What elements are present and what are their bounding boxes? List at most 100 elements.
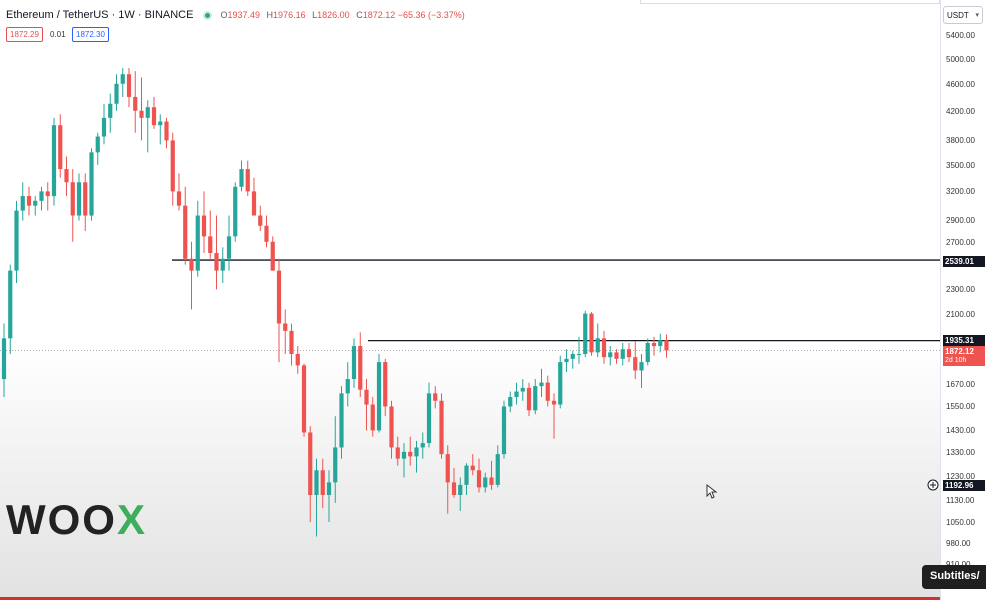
candle bbox=[458, 477, 463, 511]
candle-body bbox=[58, 125, 63, 170]
crosshair-price-badge: 1192.96 bbox=[943, 480, 985, 491]
candle bbox=[533, 379, 538, 415]
buy-price-button[interactable]: 1872.30 bbox=[72, 27, 109, 42]
candle-body bbox=[101, 117, 107, 137]
candle-body bbox=[620, 349, 625, 359]
last-price-value: 1872.12 bbox=[945, 347, 974, 356]
candle bbox=[339, 386, 344, 459]
candle bbox=[526, 382, 532, 417]
candle-body bbox=[20, 196, 25, 211]
candle-body bbox=[64, 169, 69, 183]
candle bbox=[1, 323, 7, 398]
candle bbox=[414, 440, 419, 473]
candle-body bbox=[326, 482, 332, 496]
candle bbox=[151, 96, 157, 129]
woox-logo: WOOX bbox=[6, 496, 147, 544]
axis-tick: 2700.00 bbox=[946, 238, 975, 247]
price-axis[interactable]: USDT ▾ 5400.00 5000.00 4600.00 4200.00 3… bbox=[940, 0, 986, 600]
candle bbox=[64, 156, 69, 197]
candle bbox=[464, 463, 469, 496]
candle-body bbox=[345, 379, 350, 394]
candle-body bbox=[633, 357, 638, 371]
sell-price-button[interactable]: 1872.29 bbox=[6, 27, 43, 42]
ohlc-close-label: C bbox=[356, 10, 363, 20]
candle bbox=[14, 200, 19, 283]
candle-body bbox=[508, 397, 513, 407]
candle bbox=[389, 400, 394, 459]
candle bbox=[83, 173, 88, 232]
candle-body bbox=[120, 74, 125, 84]
candle bbox=[564, 349, 569, 373]
candle bbox=[95, 132, 100, 165]
candle bbox=[289, 323, 294, 366]
candle bbox=[126, 68, 132, 108]
candle-body bbox=[639, 362, 644, 371]
candle bbox=[51, 117, 57, 206]
candle bbox=[451, 467, 457, 498]
subtitles-button[interactable]: Subtitles/ bbox=[922, 565, 986, 589]
candle bbox=[276, 258, 282, 363]
candle-body bbox=[551, 400, 557, 405]
axis-tick: 2100.00 bbox=[946, 310, 975, 319]
mouse-cursor-icon bbox=[706, 484, 718, 499]
candle bbox=[226, 215, 232, 271]
candle-body bbox=[133, 96, 138, 111]
candle-body bbox=[264, 225, 269, 242]
candle bbox=[26, 186, 32, 216]
chart-pane[interactable]: Ethereum / TetherUS · 1W · BINANCE O1937… bbox=[0, 0, 940, 600]
candle-body bbox=[351, 346, 357, 380]
candle bbox=[651, 336, 657, 356]
ohlc-values: O1937.49 H1976.16 L1826.00 C1872.12 −65.… bbox=[220, 10, 468, 20]
candle bbox=[589, 312, 594, 356]
candle-body bbox=[51, 125, 57, 197]
currency-select[interactable]: USDT ▾ bbox=[943, 6, 983, 24]
candle bbox=[408, 436, 413, 466]
candle-body bbox=[533, 386, 538, 411]
video-progress-bar[interactable] bbox=[0, 597, 940, 600]
candle bbox=[301, 363, 307, 437]
symbol-title[interactable]: Ethereum / TetherUS · 1W · BINANCE bbox=[6, 9, 194, 21]
candle bbox=[595, 323, 600, 358]
candle bbox=[614, 349, 619, 364]
candle-body bbox=[26, 196, 32, 206]
axis-tick: 4200.00 bbox=[946, 107, 975, 116]
candle bbox=[89, 148, 94, 221]
candle-body bbox=[651, 342, 657, 347]
ohlc-high-label: H bbox=[266, 10, 274, 20]
candle-body bbox=[539, 382, 544, 387]
candle bbox=[608, 346, 613, 366]
candle bbox=[283, 309, 288, 354]
candle bbox=[270, 236, 275, 271]
candle-body bbox=[126, 74, 132, 97]
candle-body bbox=[576, 353, 582, 355]
candle-body bbox=[545, 382, 550, 401]
candle-body bbox=[501, 406, 507, 455]
candlestick-chart[interactable] bbox=[0, 0, 940, 600]
candle bbox=[639, 353, 644, 388]
axis-tick: 5000.00 bbox=[946, 55, 975, 64]
axis-tick: 1550.00 bbox=[946, 402, 975, 411]
candle-body bbox=[358, 346, 363, 390]
ohlc-close: 1872.12 −65.36 (−3.37%) bbox=[362, 10, 465, 20]
plus-circle-icon[interactable] bbox=[927, 479, 939, 491]
candle-body bbox=[658, 340, 663, 347]
candle bbox=[401, 443, 407, 478]
axis-tick: 3200.00 bbox=[946, 187, 975, 196]
candle bbox=[514, 382, 519, 405]
candle bbox=[133, 71, 138, 133]
candle-body bbox=[214, 253, 219, 271]
candle-body bbox=[389, 406, 394, 448]
candle-body bbox=[526, 387, 532, 411]
candle-body bbox=[470, 465, 475, 471]
currency-label: USDT bbox=[947, 11, 969, 20]
candle bbox=[345, 362, 350, 407]
axis-tick: 910.00 bbox=[946, 560, 970, 569]
candle-body bbox=[451, 482, 457, 496]
candle bbox=[39, 186, 44, 211]
candle-body bbox=[483, 477, 488, 488]
candle-body bbox=[614, 352, 619, 359]
candle-body bbox=[220, 258, 225, 271]
candle-body bbox=[39, 191, 44, 201]
candle bbox=[108, 93, 113, 133]
candle bbox=[358, 332, 363, 398]
